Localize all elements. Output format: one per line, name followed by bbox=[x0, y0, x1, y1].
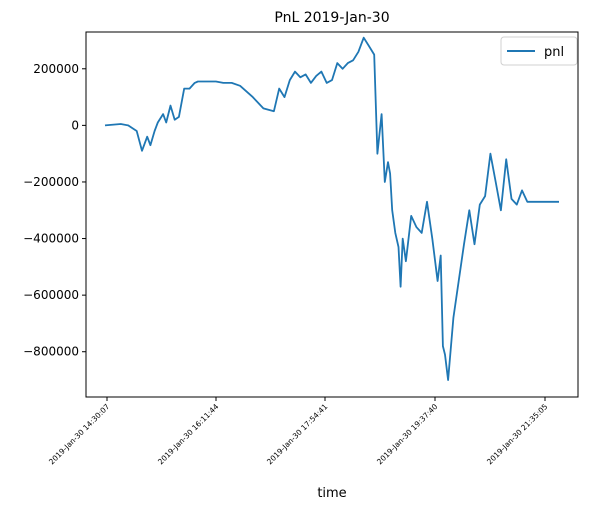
y-tick-label: −400000 bbox=[23, 232, 79, 246]
axes-border bbox=[85, 31, 579, 398]
legend-entry-pnl: pnl bbox=[544, 45, 564, 60]
x-tick-label: 2019-Jan-30 19:37:40 bbox=[375, 402, 440, 467]
series-layer bbox=[104, 36, 559, 381]
x-tick-label: 2019-Jan-30 16:11:44 bbox=[156, 402, 221, 467]
chart-title: PnL 2019-Jan-30 bbox=[274, 10, 389, 26]
x-axis-label: time bbox=[317, 486, 346, 501]
x-tick-label: 2019-Jan-30 21:35:05 bbox=[485, 402, 550, 467]
y-tick-label: 200000 bbox=[33, 62, 79, 76]
y-tick-label: −800000 bbox=[23, 345, 79, 359]
y-tick-label: −600000 bbox=[23, 288, 79, 302]
x-tick-label: 2019-Jan-30 17:54:41 bbox=[265, 402, 330, 467]
y-tick-label: 0 bbox=[71, 118, 79, 132]
plot-frame bbox=[85, 31, 579, 398]
y-axis: 200000 0 −200000 −400000 −600000 −800000 bbox=[23, 62, 86, 359]
y-tick-label: −200000 bbox=[23, 175, 79, 189]
x-tick-label: 2019-Jan-30 14:30:07 bbox=[47, 402, 112, 467]
legend: pnl bbox=[500, 36, 578, 66]
legend-box bbox=[500, 36, 578, 66]
x-axis: 2019-Jan-30 14:30:07 2019-Jan-30 16:11:44… bbox=[47, 397, 550, 466]
series-line-pnl bbox=[104, 36, 559, 381]
